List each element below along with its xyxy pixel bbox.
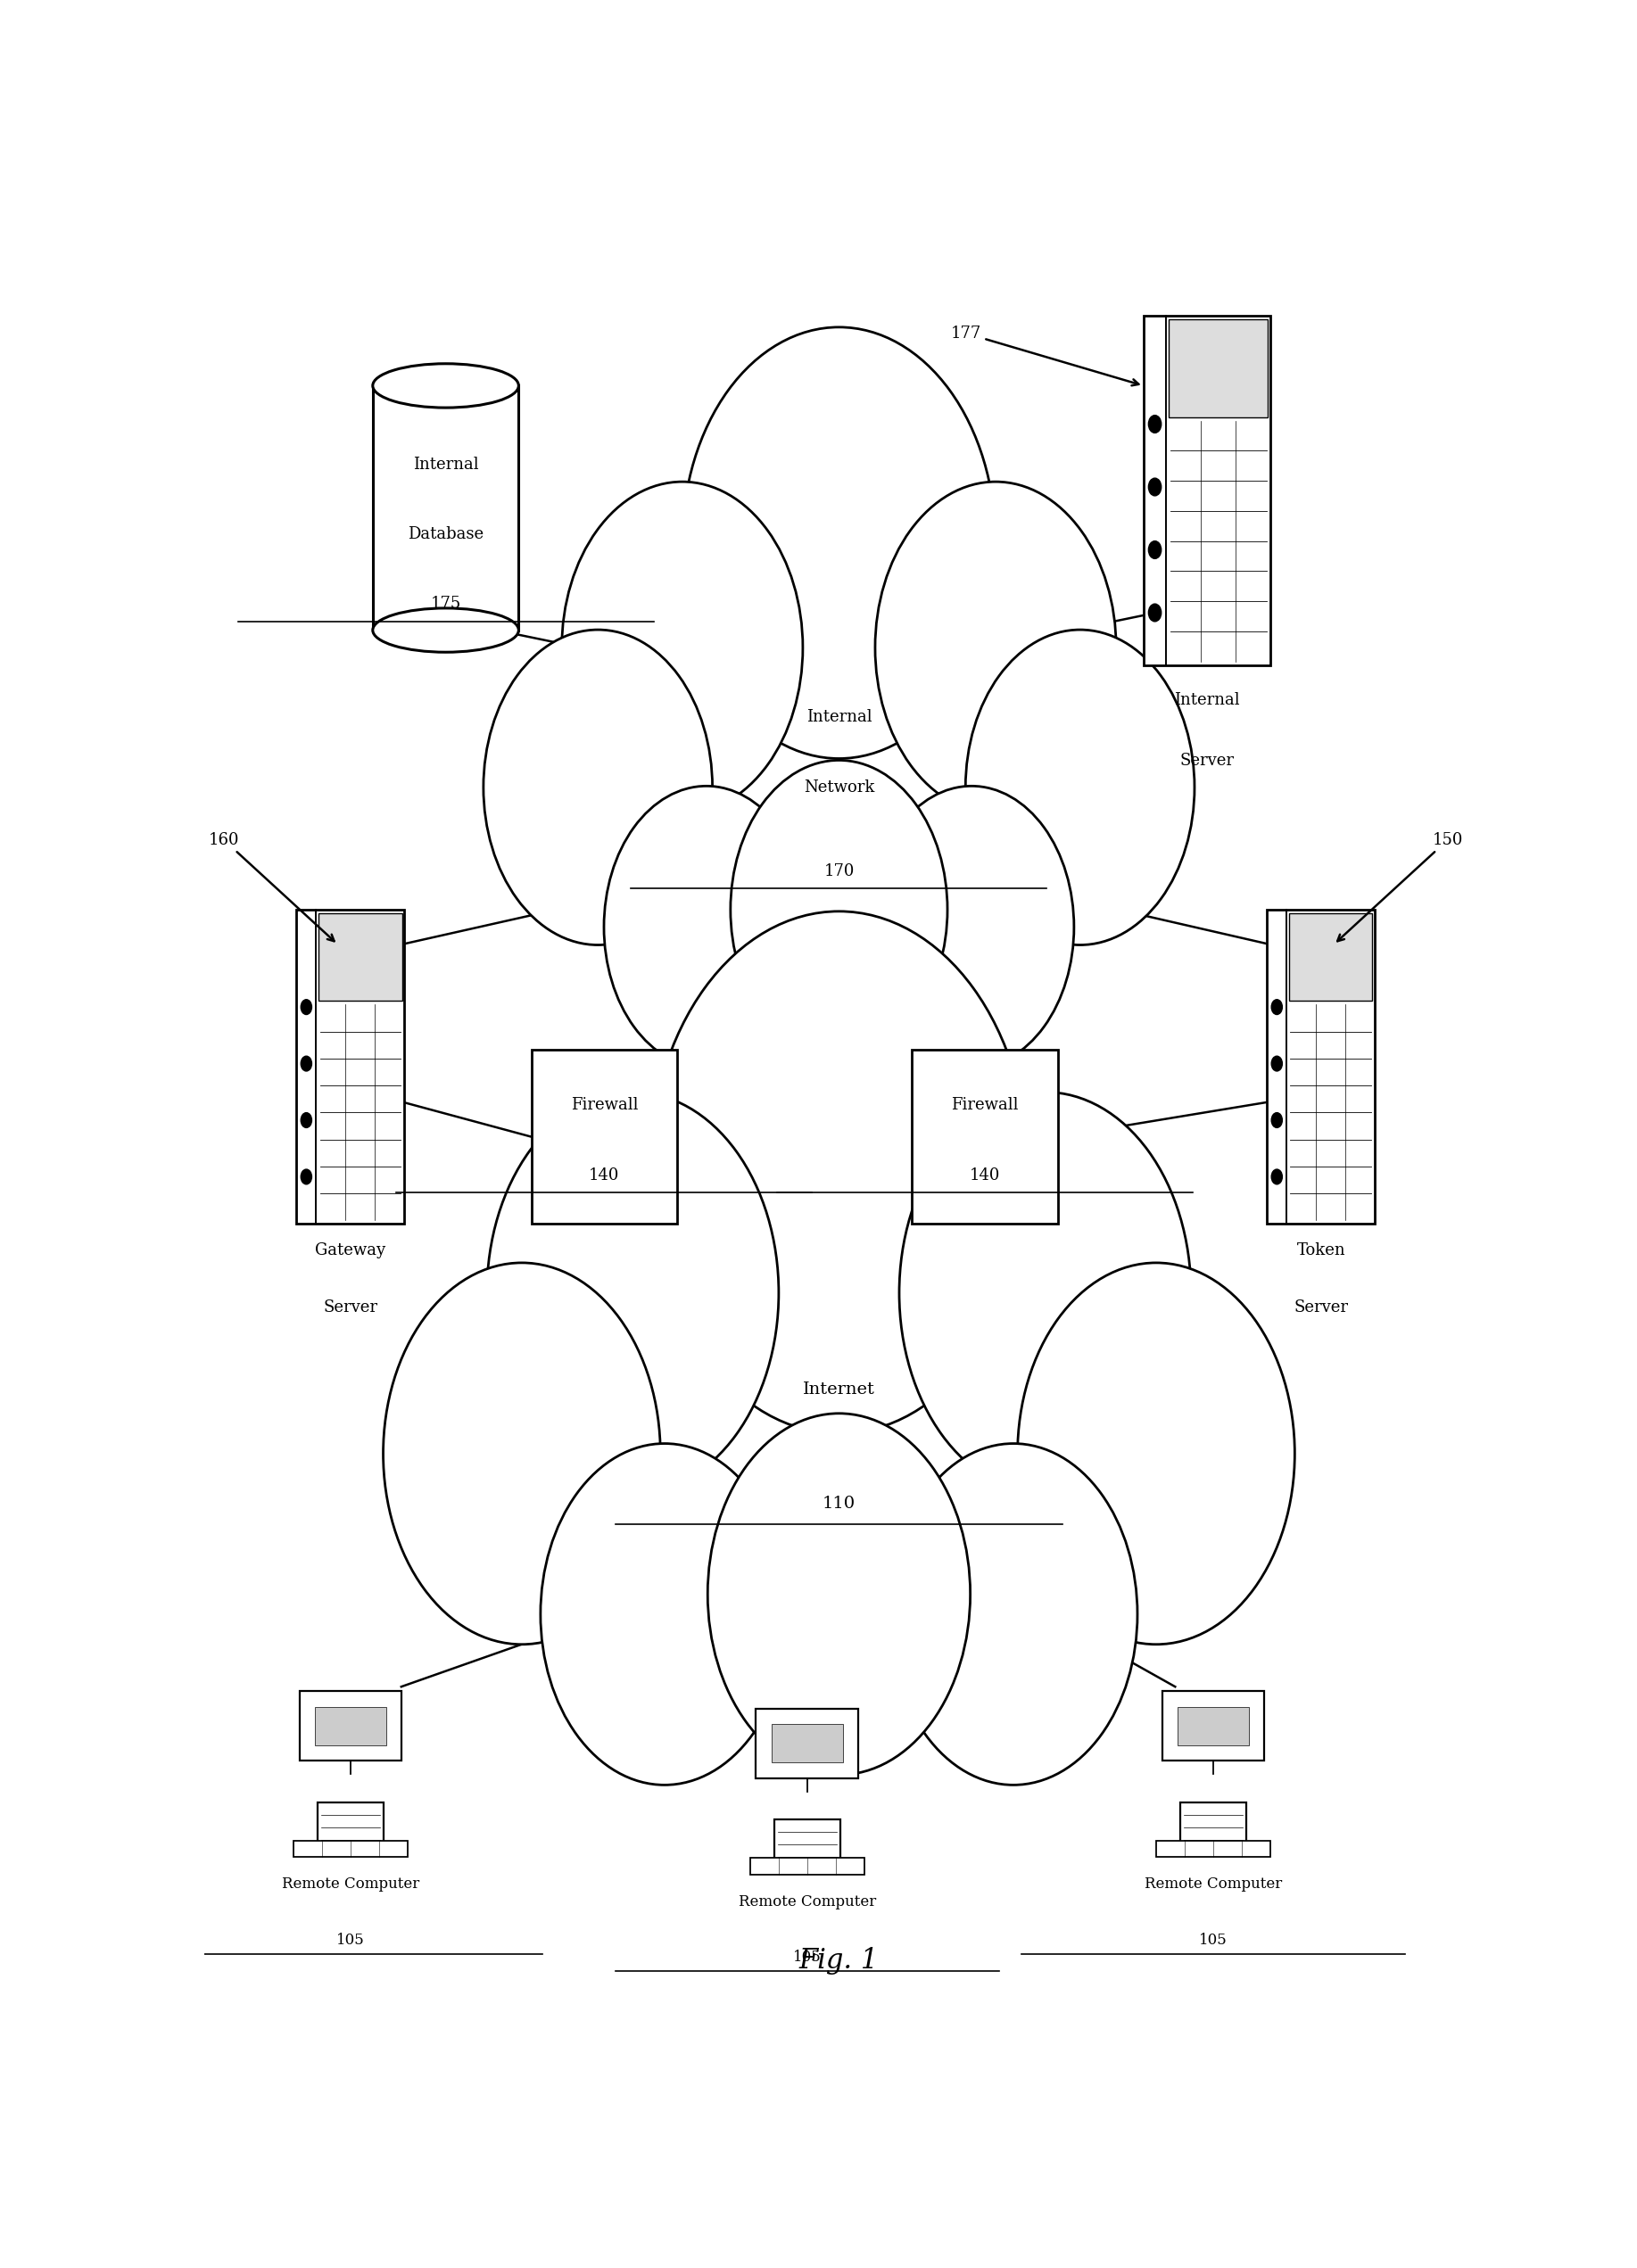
Circle shape — [1149, 603, 1161, 621]
Bar — [296, 909, 404, 1225]
Bar — [314, 1708, 386, 1744]
Bar — [1267, 909, 1375, 1225]
Text: Server: Server — [1293, 1300, 1349, 1315]
Circle shape — [1272, 1114, 1282, 1127]
Text: 140: 140 — [589, 1168, 619, 1184]
Text: 175: 175 — [431, 596, 462, 612]
Text: 160: 160 — [208, 832, 334, 941]
Circle shape — [1149, 415, 1161, 433]
Bar — [912, 1050, 1058, 1225]
Text: Token: Token — [1297, 1243, 1346, 1259]
Text: Remote Computer: Remote Computer — [1144, 1876, 1282, 1892]
Circle shape — [301, 1114, 311, 1127]
Bar — [1288, 914, 1372, 1000]
Bar — [373, 386, 519, 631]
Circle shape — [301, 1170, 311, 1184]
Text: 110: 110 — [822, 1495, 856, 1510]
Text: Server: Server — [324, 1300, 378, 1315]
Text: Internal: Internal — [1174, 692, 1239, 708]
Bar — [300, 1692, 401, 1760]
Bar — [532, 1050, 678, 1225]
Text: Fig. 1: Fig. 1 — [799, 1948, 879, 1975]
Bar — [1162, 1692, 1264, 1760]
Text: Server: Server — [1180, 753, 1234, 769]
Circle shape — [1272, 1170, 1282, 1184]
Text: Network: Network — [804, 780, 874, 796]
Text: Internal: Internal — [805, 710, 873, 726]
Text: 140: 140 — [969, 1168, 1000, 1184]
Circle shape — [301, 1000, 311, 1014]
Bar — [1143, 315, 1270, 665]
Text: Internal: Internal — [413, 456, 478, 472]
Bar — [1169, 320, 1267, 417]
Text: 177: 177 — [951, 324, 1139, 386]
Bar — [756, 1708, 858, 1778]
Text: 105: 105 — [792, 1950, 822, 1964]
Text: Remote Computer: Remote Computer — [282, 1876, 419, 1892]
Bar — [774, 1819, 840, 1869]
Ellipse shape — [373, 363, 519, 408]
Bar — [750, 1857, 864, 1873]
Text: 170: 170 — [823, 864, 855, 880]
Bar — [1177, 1708, 1249, 1744]
Circle shape — [1149, 479, 1161, 497]
Circle shape — [1272, 1000, 1282, 1014]
Circle shape — [301, 1057, 311, 1070]
Bar — [318, 1803, 383, 1853]
Text: Database: Database — [408, 526, 483, 542]
Bar — [1156, 1839, 1270, 1857]
Bar — [1180, 1803, 1246, 1853]
Circle shape — [1149, 542, 1161, 558]
Text: 105: 105 — [1198, 1932, 1228, 1948]
Bar — [293, 1839, 408, 1857]
Bar — [319, 914, 403, 1000]
Text: 105: 105 — [336, 1932, 365, 1948]
Text: Remote Computer: Remote Computer — [738, 1894, 876, 1910]
Ellipse shape — [373, 608, 519, 653]
Text: Internet: Internet — [802, 1381, 876, 1397]
Circle shape — [1272, 1057, 1282, 1070]
Text: 150: 150 — [1337, 832, 1463, 941]
Text: Firewall: Firewall — [951, 1098, 1018, 1114]
Text: Firewall: Firewall — [571, 1098, 638, 1114]
Bar — [771, 1724, 843, 1762]
Text: Gateway: Gateway — [316, 1243, 386, 1259]
